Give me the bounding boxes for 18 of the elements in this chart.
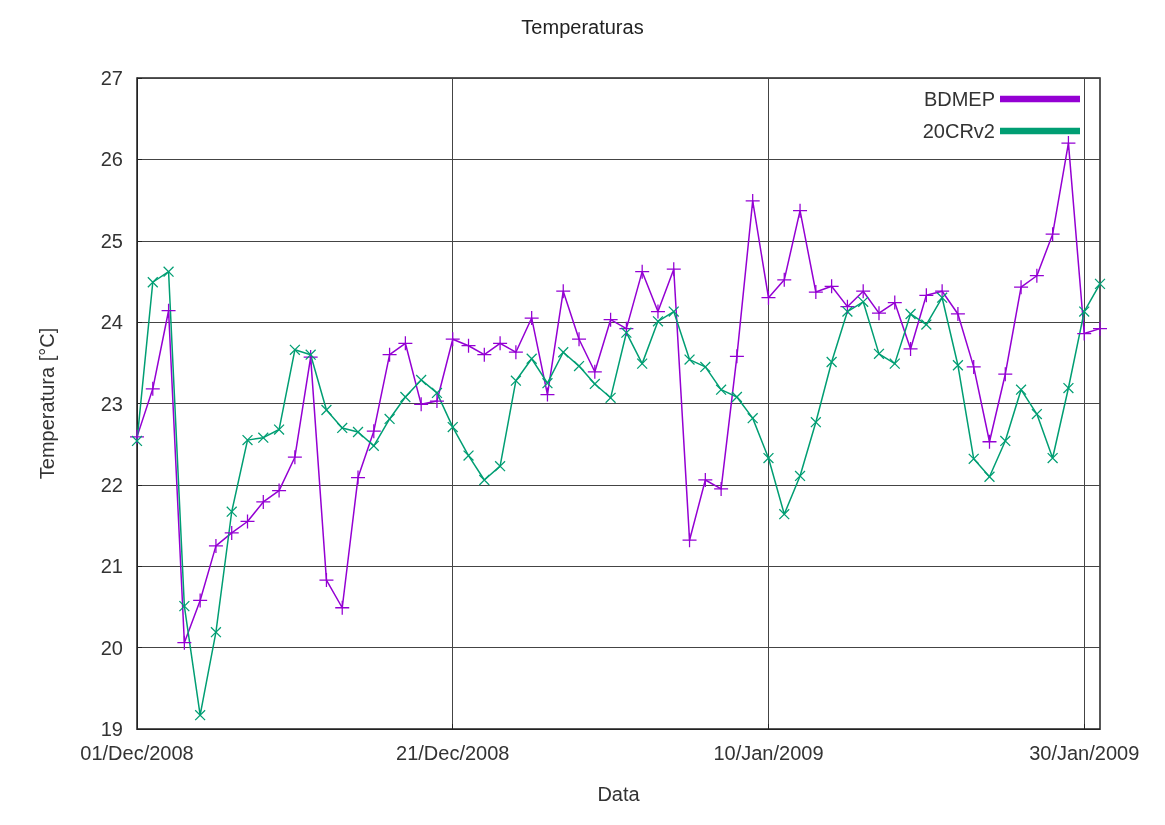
x-tick-label: 01/Dec/2008 xyxy=(80,742,194,764)
x-tick-label: 10/Jan/2009 xyxy=(713,742,824,764)
y-tick-label: 21 xyxy=(100,555,123,578)
y-tick-label: 24 xyxy=(100,311,123,334)
y-tick-label: 25 xyxy=(100,229,123,252)
y-tick-label: 23 xyxy=(100,392,123,415)
legend-label: 20CRv2 xyxy=(922,120,995,142)
y-tick-label: 20 xyxy=(100,636,123,659)
chart-title: Temperaturas xyxy=(521,16,644,38)
x-axis-title: Data xyxy=(597,783,641,805)
y-tick-label: 26 xyxy=(100,148,123,171)
legend-label: BDMEP xyxy=(923,88,995,110)
x-tick-label: 21/Dec/2008 xyxy=(396,742,510,764)
y-tick-label: 22 xyxy=(100,473,123,496)
y-tick-label: 27 xyxy=(100,67,123,89)
x-tick-label: 30/Jan/2009 xyxy=(1029,742,1140,764)
y-tick-label: 19 xyxy=(100,718,123,740)
y-axis-title: Temperatura [°C] xyxy=(36,327,58,480)
